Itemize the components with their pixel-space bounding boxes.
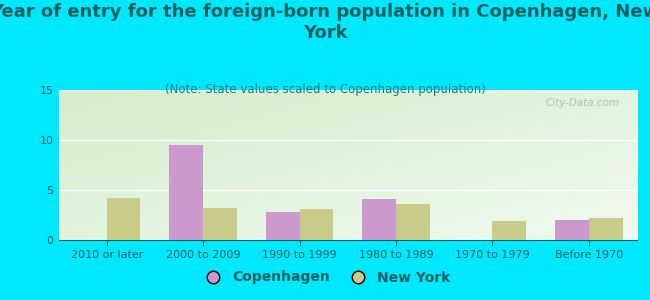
Bar — [266, 212, 300, 240]
Bar — [362, 199, 396, 240]
Bar — [203, 208, 237, 240]
Bar — [300, 209, 333, 240]
Bar — [589, 218, 623, 240]
Bar — [396, 204, 430, 240]
Bar — [170, 145, 203, 240]
Legend: Copenhagen, New York: Copenhagen, New York — [194, 265, 456, 290]
Text: Year of entry for the foreign-born population in Copenhagen, New
York: Year of entry for the foreign-born popul… — [0, 3, 650, 42]
Bar — [493, 221, 526, 240]
Text: (Note: State values scaled to Copenhagen population): (Note: State values scaled to Copenhagen… — [164, 82, 486, 95]
Bar — [555, 220, 589, 240]
Bar — [107, 198, 140, 240]
Text: City-Data.com: City-Data.com — [545, 98, 619, 107]
